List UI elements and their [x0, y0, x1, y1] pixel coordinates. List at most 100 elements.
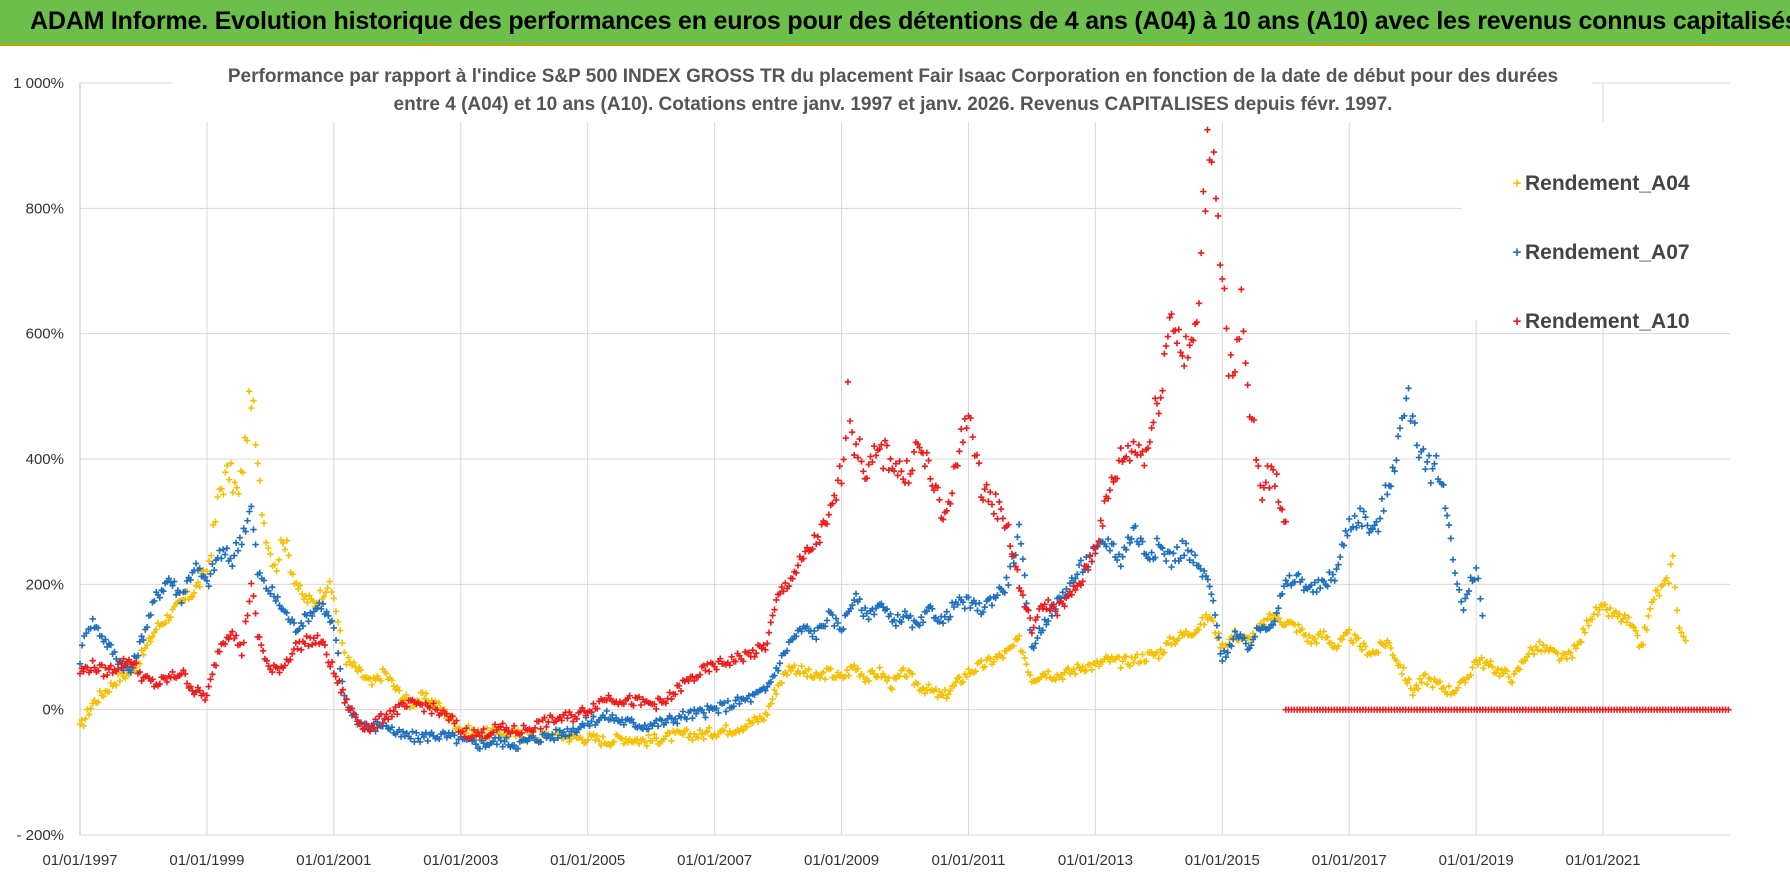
data-point	[203, 692, 211, 699]
data-point	[832, 615, 840, 622]
data-point	[838, 480, 845, 487]
data-point	[1186, 342, 1193, 349]
data-point	[765, 629, 773, 636]
data-point	[178, 599, 185, 607]
data-point	[1253, 456, 1260, 464]
data-point	[1346, 626, 1353, 633]
data-point	[1128, 535, 1135, 543]
data-point	[374, 724, 381, 731]
data-point	[979, 496, 987, 504]
data-point	[702, 714, 709, 721]
data-point	[566, 732, 573, 739]
data-point	[1589, 616, 1596, 623]
data-point	[288, 650, 296, 657]
data-point	[1135, 441, 1143, 449]
data-point	[829, 500, 836, 507]
data-point	[541, 714, 548, 721]
data-point	[1409, 691, 1416, 699]
data-point	[403, 729, 410, 737]
data-point	[503, 734, 510, 741]
data-point	[800, 555, 807, 562]
legend-label-a07: Rendement_A07	[1525, 241, 1690, 264]
data-point	[1273, 609, 1280, 617]
data-point	[865, 461, 872, 468]
data-point	[959, 678, 967, 685]
data-point	[428, 729, 435, 736]
legend-box	[1462, 122, 1730, 320]
data-point	[860, 673, 867, 680]
data-point	[1266, 624, 1273, 632]
data-point	[764, 711, 771, 718]
data-point	[283, 609, 290, 616]
data-point	[94, 624, 102, 632]
data-point	[1210, 597, 1217, 604]
data-point	[1442, 505, 1449, 512]
data-point	[1200, 188, 1207, 195]
data-point	[413, 729, 420, 736]
data-point	[183, 680, 191, 687]
data-point	[892, 460, 900, 467]
data-point	[192, 582, 200, 590]
data-point	[497, 737, 504, 744]
data-point	[227, 631, 234, 639]
data-point	[114, 666, 122, 673]
data-point	[1355, 634, 1362, 642]
data-point	[1175, 326, 1182, 333]
data-point	[1425, 452, 1433, 459]
x-tick-label: 01/01/2005	[550, 852, 625, 869]
data-point	[122, 675, 129, 682]
data-point	[947, 500, 954, 507]
data-point	[1166, 314, 1173, 321]
data-point	[263, 657, 270, 664]
y-tick-label: 800%	[26, 200, 64, 217]
data-point	[89, 657, 96, 664]
data-point	[903, 673, 910, 680]
data-point	[1045, 668, 1052, 675]
data-point	[1037, 673, 1045, 681]
y-tick-label: 1 000%	[13, 75, 64, 92]
data-point	[439, 707, 447, 714]
data-point	[246, 388, 253, 395]
data-point	[1184, 547, 1192, 554]
data-point	[849, 601, 856, 609]
data-point	[1378, 495, 1386, 502]
data-point	[453, 740, 460, 747]
data-point	[84, 706, 91, 713]
data-point	[1128, 448, 1135, 455]
data-point	[491, 721, 499, 728]
data-point	[645, 732, 652, 739]
data-point	[550, 736, 558, 744]
data-point	[720, 699, 728, 706]
data-point	[1407, 685, 1415, 692]
data-point	[1119, 658, 1126, 665]
data-point	[510, 722, 518, 729]
data-point	[1083, 563, 1090, 570]
data-point	[1139, 651, 1146, 658]
data-point	[1342, 527, 1349, 535]
data-point	[390, 682, 397, 690]
data-point	[1137, 451, 1144, 459]
data-point	[407, 735, 414, 742]
data-point	[341, 649, 348, 656]
data-point	[1492, 669, 1500, 676]
data-point	[143, 624, 151, 631]
data-point	[372, 716, 379, 723]
data-point	[1619, 615, 1627, 622]
data-point	[509, 728, 516, 735]
data-point	[1148, 649, 1155, 656]
data-point	[1266, 484, 1273, 492]
data-point	[298, 590, 306, 598]
data-point	[394, 711, 401, 718]
data-point	[212, 662, 220, 669]
data-point	[916, 444, 923, 451]
data-point	[1346, 515, 1353, 523]
data-point	[802, 667, 809, 675]
data-point	[1211, 611, 1219, 619]
data-point	[677, 687, 685, 695]
legend: + Rendement_A04 + Rendement_A07 + Rendem…	[1462, 122, 1730, 333]
data-point	[1251, 633, 1259, 640]
data-point	[1284, 580, 1291, 588]
data-point	[569, 725, 577, 732]
data-point	[620, 740, 628, 747]
data-point	[1023, 600, 1030, 607]
